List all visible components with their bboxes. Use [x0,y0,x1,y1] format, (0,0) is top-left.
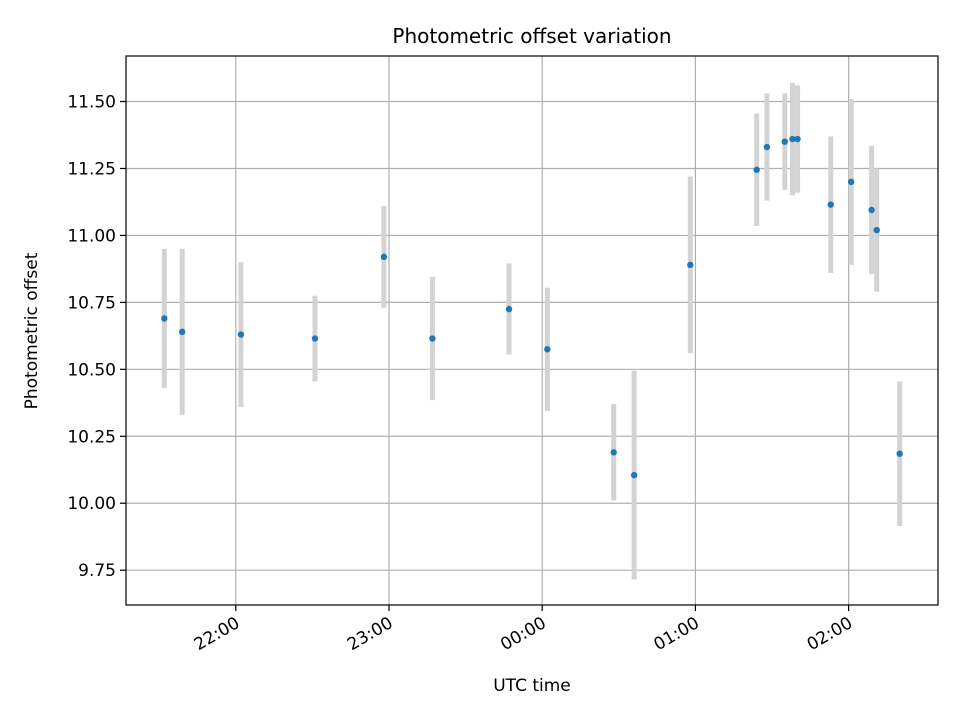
x-tick-label: 22:00 [191,613,243,655]
x-tick-label: 02:00 [804,613,856,655]
data-point [161,315,168,322]
data-point [610,449,617,456]
data-point [763,143,771,151]
x-axis-label: UTC time [493,676,571,696]
data-point [781,138,788,145]
data-point [687,261,694,269]
y-tick-label: 11.25 [67,159,116,179]
data-point [544,346,551,353]
chart-title: Photometric offset variation [392,24,671,48]
y-axis-label: Photometric offset [22,252,42,409]
data-point [794,135,801,143]
x-tick-label: 00:00 [497,613,549,655]
data-point [505,305,513,313]
data-point [896,450,903,457]
y-tick-label: 11.00 [67,226,116,246]
error-bars [161,82,903,580]
y-tick-label: 9.75 [78,561,116,581]
plot-frame [125,55,939,606]
x-tick-label: 23:00 [344,613,396,655]
y-tick-label: 10.25 [67,427,116,447]
y-axis-ticks: 9.75 10.00 10.25 10.50 10.75 11.00 11.25 11.50 [67,93,126,581]
data-points [161,135,903,479]
x-tick-label: 01:00 [650,613,702,655]
data-point [311,335,319,342]
data-point [753,166,760,174]
data-point [873,226,880,234]
y-tick-label: 11.50 [67,93,116,113]
y-tick-label: 10.75 [67,293,116,313]
data-point [237,331,245,338]
data-point [630,471,638,479]
y-tick-label: 10.50 [67,360,116,380]
grid [126,56,938,605]
data-point [868,206,875,214]
x-axis-ticks: 22:00 23:00 00:00 01:00 02:00 [191,605,856,655]
data-point [827,201,834,208]
data-point [847,178,855,186]
data-point [178,328,186,336]
y-tick-label: 10.00 [67,494,116,514]
data-point [429,335,436,342]
data-point [380,253,388,261]
data-point [789,135,796,143]
